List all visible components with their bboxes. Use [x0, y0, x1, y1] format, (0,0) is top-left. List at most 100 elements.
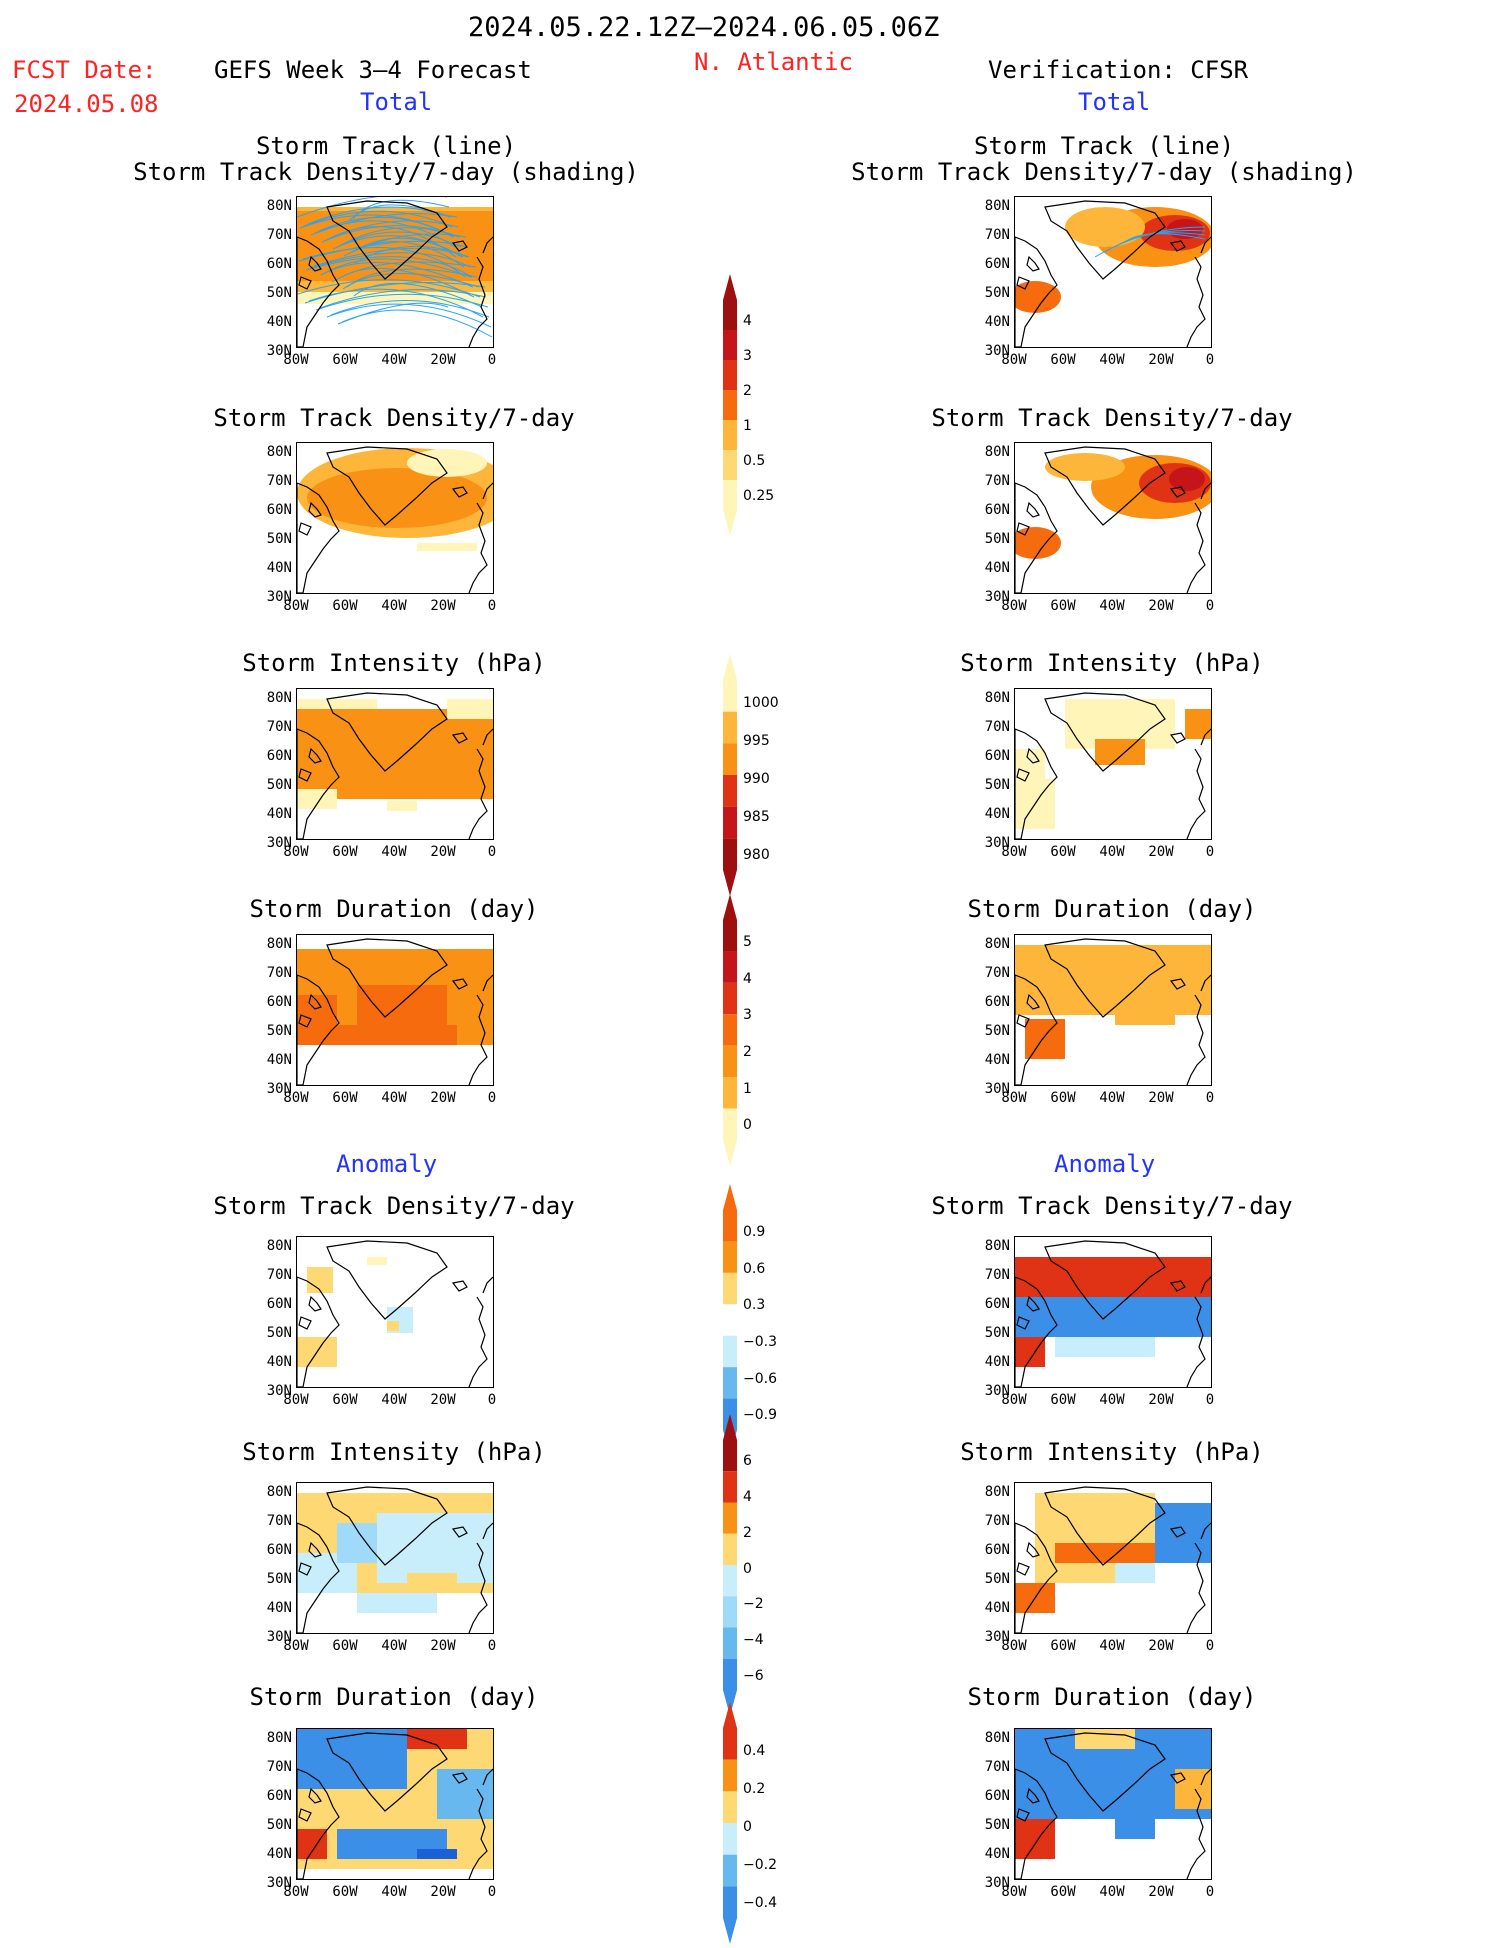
- shade-cell: [437, 1769, 493, 1819]
- lon-label: 40W: [1099, 1638, 1125, 1654]
- left-forecast-title: GEFS Week 3–4 Forecast: [214, 56, 532, 84]
- lon-label: 0: [487, 844, 497, 860]
- lat-label: 60N: [266, 502, 292, 518]
- coastline-0: [326, 446, 448, 526]
- lon-label: 60W: [332, 1090, 358, 1106]
- coastline-1: [1015, 974, 1058, 1085]
- storm-track-line: [319, 289, 487, 309]
- shade-cell: [297, 1829, 327, 1859]
- colorbar-arrow-top: [723, 274, 737, 300]
- map-canvas: [1015, 446, 1211, 593]
- lat-label: 70N: [266, 965, 292, 981]
- lon-label: 40W: [381, 598, 407, 614]
- colorbar-segment: [723, 711, 737, 744]
- lat-label: 40N: [984, 1052, 1010, 1068]
- lat-label: 30N: [266, 343, 292, 359]
- colorbar-segment: [723, 420, 737, 450]
- colorbar-arrow-bottom: [723, 1140, 737, 1166]
- lat-label: 60N: [266, 256, 292, 272]
- map-canvas: [297, 692, 493, 839]
- lat-label: 70N: [266, 1759, 292, 1775]
- coastline-2: [298, 255, 322, 290]
- colorbar-label: −0.6: [743, 1370, 777, 1387]
- lon-label: 40W: [1099, 352, 1125, 368]
- lat-label: 50N: [266, 777, 292, 793]
- coastline-5: [482, 1522, 493, 1540]
- shade-cell: [1025, 1019, 1065, 1059]
- lat-label: 60N: [984, 1788, 1010, 1804]
- map-panel-left-0: [296, 196, 494, 348]
- storm-track-line: [297, 197, 447, 218]
- colorbar-arrow-bottom: [723, 510, 737, 536]
- coastline-3: [1169, 240, 1186, 252]
- coastline-5: [482, 974, 493, 992]
- colorbar-label: 990: [743, 770, 770, 787]
- lat-label: 40N: [984, 1846, 1010, 1862]
- coastline-4: [1186, 256, 1206, 347]
- lat-label: 30N: [266, 1383, 292, 1399]
- lat-label: 40N: [984, 560, 1010, 576]
- storm-track-line: [305, 256, 473, 278]
- lon-label: 40W: [381, 844, 407, 860]
- coastline-0: [1044, 1732, 1166, 1812]
- coastline-2: [298, 501, 322, 536]
- shade-cell: [1095, 739, 1145, 765]
- lat-label: 30N: [266, 589, 292, 605]
- map-panel-left-3: [296, 934, 494, 1086]
- lon-label: 20W: [1148, 1090, 1174, 1106]
- lon-label: 80W: [1001, 1090, 1027, 1106]
- lon-label: 80W: [283, 352, 309, 368]
- lat-label: 70N: [266, 719, 292, 735]
- coastline-2: [1016, 501, 1040, 536]
- coastline-5: [1200, 1276, 1211, 1294]
- lat-label: 30N: [984, 835, 1010, 851]
- colorbar-label: 2: [743, 1524, 752, 1541]
- coastline-2: [1016, 1541, 1040, 1576]
- map-panel-left-4: [296, 1236, 494, 1388]
- coastline-0: [326, 692, 448, 772]
- shade-cell: [407, 1573, 457, 1593]
- coastline-1: [1015, 1768, 1058, 1879]
- map-canvas: [297, 1729, 493, 1879]
- storm-track-line: [331, 261, 477, 283]
- lon-label: 60W: [332, 598, 358, 614]
- coastline-1: [297, 1768, 340, 1879]
- lat-label: 60N: [266, 748, 292, 764]
- colorbar-density-total: [723, 274, 737, 536]
- coastline-5: [482, 1276, 493, 1294]
- lat-label: 80N: [984, 1730, 1010, 1746]
- lat-label: 60N: [984, 994, 1010, 1010]
- lat-label: 70N: [266, 1513, 292, 1529]
- colorbar-label: 995: [743, 732, 770, 749]
- colorbar-segment: [723, 1077, 737, 1109]
- coastline-3: [451, 1772, 468, 1784]
- colorbar-segment: [723, 450, 737, 480]
- coastline-0: [1044, 1240, 1166, 1320]
- colorbar-segment: [723, 1854, 737, 1887]
- lat-label: 40N: [984, 1354, 1010, 1370]
- colorbar-label: 4: [743, 313, 752, 329]
- lat-label: 60N: [984, 748, 1010, 764]
- lat-label: 40N: [984, 1600, 1010, 1616]
- lat-label: 80N: [266, 690, 292, 706]
- lon-label: 0: [487, 352, 497, 368]
- colorbar-segment: [723, 680, 737, 712]
- lat-label: 70N: [984, 719, 1010, 735]
- colorbar-label: 980: [743, 846, 770, 863]
- panel-title-track-line-r: Storm Track (line): [973, 132, 1235, 160]
- lat-label: 50N: [266, 1325, 292, 1341]
- map-canvas: [297, 938, 493, 1085]
- lon-label: 0: [1205, 1090, 1215, 1106]
- panel-title-intensity: Storm Intensity (hPa): [242, 649, 546, 677]
- lat-label: 40N: [266, 806, 292, 822]
- lat-label: 50N: [984, 531, 1010, 547]
- coastline-5: [1200, 482, 1211, 500]
- map-panel-left-5: [296, 1482, 494, 1634]
- coastline-1: [1015, 728, 1058, 839]
- lon-label: 60W: [1050, 598, 1076, 614]
- lat-label: 50N: [266, 1023, 292, 1039]
- storm-track-line: [299, 214, 455, 238]
- panel-title-track-shading-r: Storm Track Density/7-day (shading): [851, 158, 1357, 186]
- colorbar-segment: [723, 743, 737, 775]
- colorbar-label: −6: [743, 1667, 764, 1684]
